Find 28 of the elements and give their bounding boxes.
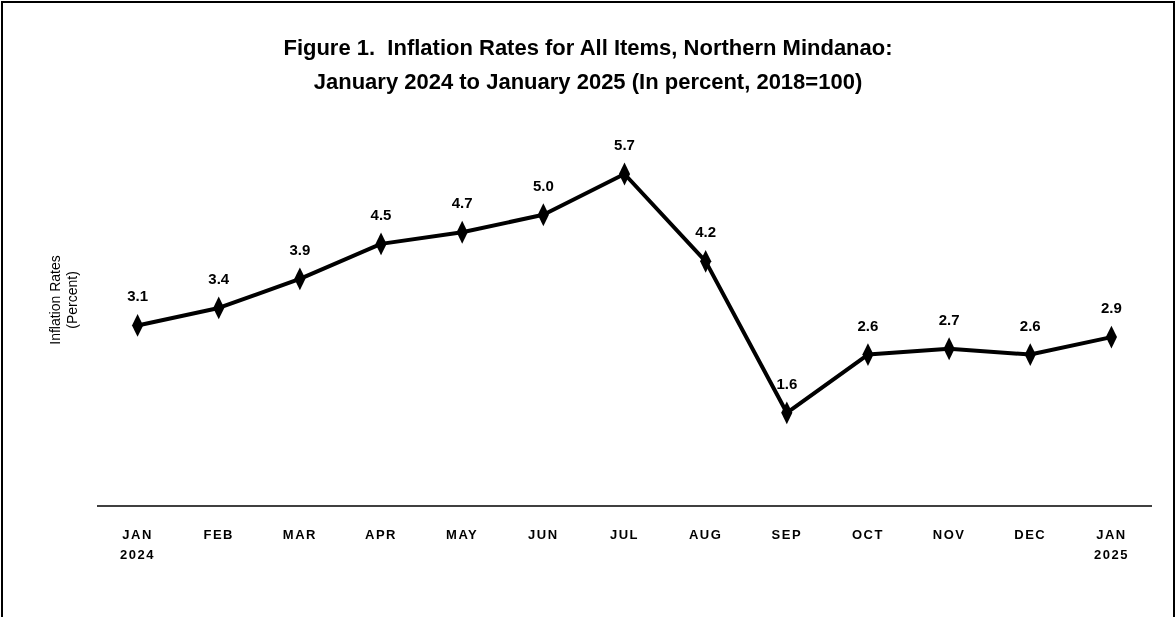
x-tick-label: FEB (203, 527, 234, 542)
x-tick-label: MAR (282, 527, 317, 542)
data-label: 2.6 (1019, 316, 1041, 334)
x-tick-label: NOV (932, 527, 966, 542)
x-tick-label: SEP (771, 527, 803, 542)
data-label: 1.6 (776, 374, 798, 392)
x-tick-label: JUL (609, 527, 640, 542)
x-tick-label: AUG (688, 527, 723, 542)
data-label: 2.7 (938, 310, 960, 328)
data-label: 3.4 (208, 269, 230, 287)
data-label: 3.1 (127, 287, 149, 305)
data-label: 3.9 (289, 240, 311, 258)
data-label: 2.9 (1100, 299, 1122, 317)
chart-title: Figure 1. Inflation Rates for All Items, Northern Mindanao: January 2024 to January 2025 (In percent, 2018=100) (283, 35, 893, 94)
x-tick-label: JUN (528, 527, 559, 542)
data-label: 2.6 (857, 316, 879, 334)
x-tick-label: DEC (1014, 527, 1047, 542)
data-label: 4.5 (370, 205, 392, 223)
data-label: 5.0 (532, 176, 554, 194)
x-tick-label: MAY (446, 527, 479, 542)
data-label: 4.7 (451, 194, 473, 212)
data-label: 5.7 (614, 136, 635, 153)
x-tick-label: APR (365, 527, 398, 542)
data-label: 4.2 (695, 223, 717, 241)
y-axis-title: Inflation Rates (Percent) (47, 255, 80, 345)
x-tick-label: OCT (851, 527, 884, 542)
x-tick-label: JAN 2024 (120, 527, 156, 562)
x-tick-label: JAN 2025 (1093, 527, 1129, 562)
